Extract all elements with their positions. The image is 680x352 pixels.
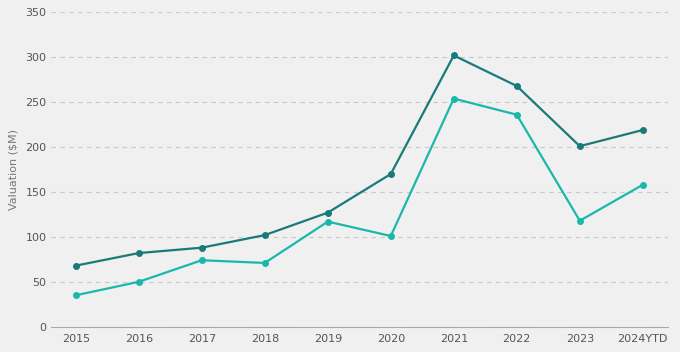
Y-axis label: Valuation ($M): Valuation ($M)	[8, 129, 18, 210]
